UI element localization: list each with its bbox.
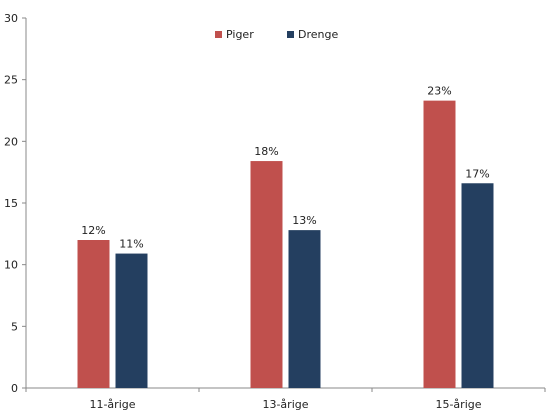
data-label: 23% xyxy=(427,85,451,98)
bar-drenge-1 xyxy=(115,253,148,388)
x-category-label: 15-årige xyxy=(435,398,481,411)
axes: 0 5 10 15 20 25 30 11-årige 13-årige 15-årige xyxy=(4,12,546,411)
y-tick-label: 0 xyxy=(11,382,18,395)
data-labels: 12% 11% 18% 13% 23% 17% xyxy=(81,85,489,251)
data-label: 11% xyxy=(119,238,143,251)
legend-swatch xyxy=(287,31,294,38)
bar-piger-2 xyxy=(250,161,283,388)
bar-piger-3 xyxy=(423,100,456,388)
bar-piger-1 xyxy=(77,240,110,388)
x-category-label: 13-årige xyxy=(262,398,308,411)
bar-drenge-3 xyxy=(461,183,494,388)
y-tick-label: 5 xyxy=(11,320,18,333)
y-tick-label: 25 xyxy=(4,74,18,87)
y-tick-label: 10 xyxy=(4,259,18,272)
data-label: 17% xyxy=(465,167,489,180)
legend-label: Drenge xyxy=(298,28,338,41)
data-label: 13% xyxy=(292,214,316,227)
bar-drenge-2 xyxy=(288,230,321,388)
y-tick-label: 15 xyxy=(4,197,18,210)
legend-label: Piger xyxy=(226,28,254,41)
legend: Piger Drenge xyxy=(215,28,338,41)
data-label: 12% xyxy=(81,224,105,237)
data-label: 18% xyxy=(254,145,278,158)
x-category-label: 11-årige xyxy=(89,398,135,411)
legend-swatch xyxy=(215,31,222,38)
bars xyxy=(77,100,494,388)
y-tick-label: 30 xyxy=(4,12,18,25)
y-tick-label: 20 xyxy=(4,135,18,148)
